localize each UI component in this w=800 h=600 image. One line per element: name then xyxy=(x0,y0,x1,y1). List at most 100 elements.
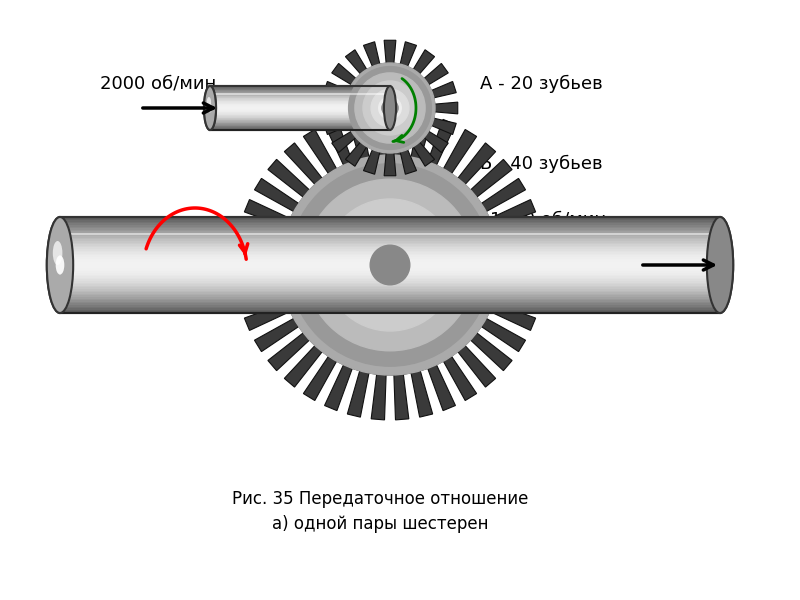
Bar xyxy=(60,220,720,222)
Bar xyxy=(60,254,720,256)
Bar xyxy=(210,129,390,130)
Bar xyxy=(60,299,720,300)
Bar xyxy=(210,122,390,124)
Bar xyxy=(60,223,720,225)
Bar xyxy=(210,117,390,118)
Bar xyxy=(60,239,720,241)
Bar xyxy=(60,278,720,280)
Bar xyxy=(60,275,720,276)
Bar xyxy=(60,257,720,259)
Bar xyxy=(60,217,720,218)
Bar xyxy=(210,86,390,87)
Bar xyxy=(210,94,390,95)
Bar xyxy=(60,233,720,235)
Ellipse shape xyxy=(204,86,216,130)
Bar xyxy=(60,247,720,249)
Bar xyxy=(60,310,720,311)
Bar xyxy=(60,262,720,263)
Bar xyxy=(210,125,390,127)
Bar xyxy=(60,289,720,290)
Bar xyxy=(60,280,720,281)
Bar xyxy=(210,96,390,97)
Bar xyxy=(60,242,720,244)
Bar xyxy=(60,284,720,286)
Circle shape xyxy=(370,245,410,285)
Bar xyxy=(60,227,720,228)
Text: 1000 об/мин: 1000 об/мин xyxy=(490,210,606,228)
Bar xyxy=(210,94,390,95)
Bar xyxy=(210,108,390,109)
Text: 2000 об/мин: 2000 об/мин xyxy=(100,75,216,93)
Bar xyxy=(60,246,720,247)
Bar xyxy=(210,102,390,103)
Bar xyxy=(60,295,720,297)
Bar xyxy=(60,247,720,249)
Bar xyxy=(60,251,720,252)
Ellipse shape xyxy=(56,256,64,275)
Ellipse shape xyxy=(208,104,212,112)
Bar xyxy=(60,276,720,278)
Bar xyxy=(210,98,390,99)
Bar xyxy=(60,287,720,289)
Bar xyxy=(210,97,390,98)
Bar xyxy=(60,273,720,275)
Ellipse shape xyxy=(384,86,396,130)
Bar xyxy=(210,92,390,94)
Bar xyxy=(60,249,720,251)
Bar xyxy=(60,251,720,252)
Bar xyxy=(60,280,720,281)
Bar xyxy=(60,233,720,235)
Bar xyxy=(60,263,720,265)
Bar xyxy=(60,228,720,230)
Bar xyxy=(60,256,720,257)
Bar xyxy=(60,278,720,280)
Bar xyxy=(60,297,720,299)
Bar xyxy=(210,102,390,103)
Ellipse shape xyxy=(206,97,211,108)
Bar xyxy=(60,268,720,270)
Bar xyxy=(60,232,720,233)
Bar xyxy=(210,87,390,88)
Bar xyxy=(210,104,390,105)
Bar xyxy=(210,117,390,118)
Bar xyxy=(210,121,390,122)
Bar xyxy=(60,235,720,236)
Bar xyxy=(60,227,720,228)
Bar xyxy=(60,294,720,295)
Bar xyxy=(210,128,390,129)
Ellipse shape xyxy=(46,217,74,313)
Bar xyxy=(210,125,390,127)
Bar xyxy=(210,95,390,96)
Polygon shape xyxy=(235,110,545,420)
Bar xyxy=(210,107,390,108)
Bar xyxy=(60,292,720,294)
Bar xyxy=(210,89,390,91)
Bar xyxy=(210,88,390,89)
Bar xyxy=(210,110,390,111)
Bar xyxy=(60,249,720,251)
Bar xyxy=(60,238,720,239)
Bar xyxy=(210,88,390,89)
Bar xyxy=(60,241,720,242)
Circle shape xyxy=(280,155,500,375)
Bar xyxy=(210,129,390,130)
Bar xyxy=(210,91,390,92)
Bar xyxy=(210,120,390,121)
Bar xyxy=(60,294,720,295)
Bar xyxy=(60,223,720,225)
Bar xyxy=(60,273,720,275)
Bar xyxy=(60,286,720,287)
Bar xyxy=(60,304,720,305)
Bar xyxy=(60,308,720,310)
Bar xyxy=(60,256,720,257)
Bar xyxy=(210,115,390,116)
Bar xyxy=(60,287,720,289)
Bar xyxy=(210,97,390,98)
Bar xyxy=(210,109,390,110)
Bar xyxy=(60,307,720,308)
Bar xyxy=(60,265,720,266)
Bar xyxy=(60,275,720,276)
Circle shape xyxy=(362,238,418,292)
Bar xyxy=(210,98,390,99)
Bar xyxy=(60,254,720,256)
